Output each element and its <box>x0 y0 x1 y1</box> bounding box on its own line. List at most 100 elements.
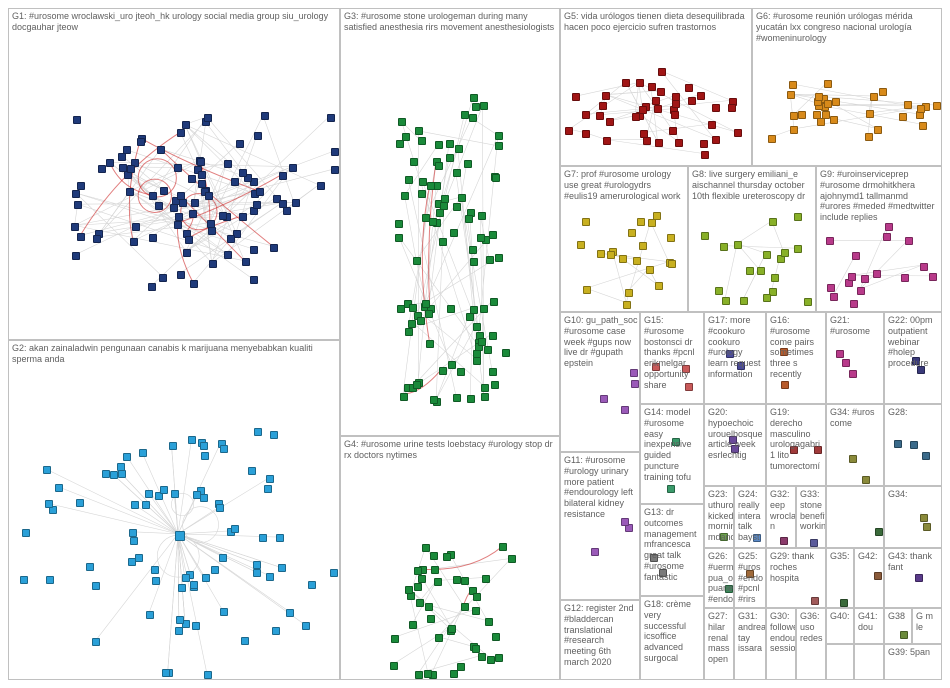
panel-edges <box>913 609 941 643</box>
graph-node <box>922 452 930 460</box>
graph-node <box>470 94 478 102</box>
graph-node <box>429 218 437 226</box>
graph-node <box>266 475 274 483</box>
graph-node <box>118 153 126 161</box>
graph-node <box>789 81 797 89</box>
graph-node <box>652 363 660 371</box>
graph-node <box>227 235 235 243</box>
group-panel-G33: G33: stone benefit workin <box>796 486 826 548</box>
graph-node <box>177 129 185 137</box>
graph-node <box>763 294 771 302</box>
graph-node <box>175 627 183 635</box>
graph-node <box>254 132 262 140</box>
graph-node <box>720 533 728 541</box>
graph-node <box>415 671 423 679</box>
panel-edges <box>885 549 941 607</box>
group-panel-G35: G35: <box>826 548 854 608</box>
panel-edges <box>855 645 883 679</box>
graph-node <box>667 485 675 493</box>
graph-node <box>398 118 406 126</box>
group-panel-G29: G29: thank roches hospita <box>766 548 826 608</box>
graph-node <box>302 622 310 630</box>
graph-node <box>480 102 488 110</box>
graph-node <box>470 258 478 266</box>
graph-node <box>457 368 465 376</box>
graph-node <box>178 584 186 592</box>
group-panel-G12: G12: register 2nd #bladdercan translatio… <box>560 600 640 680</box>
graph-node <box>712 136 720 144</box>
graph-node <box>188 436 196 444</box>
graph-node <box>139 449 147 457</box>
graph-node <box>873 270 881 278</box>
graph-node <box>481 393 489 401</box>
graph-node <box>492 633 500 641</box>
graph-node <box>862 476 870 484</box>
group-panel-G9: G9: #uroinserviceprep #urosome drmohitkh… <box>816 166 942 312</box>
graph-node <box>426 340 434 348</box>
graph-node <box>453 394 461 402</box>
graph-node <box>170 204 178 212</box>
graph-node <box>780 537 788 545</box>
graph-node <box>71 223 79 231</box>
graph-node <box>457 663 465 671</box>
graph-node <box>279 172 287 180</box>
graph-node <box>279 200 287 208</box>
graph-node <box>623 301 631 309</box>
group-panel-G10: G10: gu_path_soc #urosome case week #gup… <box>560 312 640 452</box>
graph-node <box>127 165 135 173</box>
graph-node <box>270 244 278 252</box>
graph-node <box>435 162 443 170</box>
graph-node <box>405 176 413 184</box>
graph-node <box>725 585 733 593</box>
graph-node <box>286 609 294 617</box>
graph-node <box>190 280 198 288</box>
graph-node <box>794 245 802 253</box>
graph-node <box>390 662 398 670</box>
graph-node <box>416 599 424 607</box>
graph-node <box>219 212 227 220</box>
graph-node <box>484 346 492 354</box>
graph-node <box>330 569 338 577</box>
graph-node <box>418 190 426 198</box>
graph-node <box>248 467 256 475</box>
graph-node <box>919 122 927 130</box>
graph-node <box>929 273 937 281</box>
graph-node <box>830 293 838 301</box>
graph-node <box>469 246 477 254</box>
graph-node <box>657 88 665 96</box>
graph-node <box>826 237 834 245</box>
graph-node <box>861 275 869 283</box>
graph-node <box>473 323 481 331</box>
graph-node <box>848 273 856 281</box>
graph-node <box>220 445 228 453</box>
graph-node <box>453 203 461 211</box>
graph-node <box>790 446 798 454</box>
group-panel-G25: G25: #uros #endo #pcnl #rirs <box>734 548 766 608</box>
graph-node <box>572 93 580 101</box>
graph-node <box>446 154 454 162</box>
graph-node <box>135 554 143 562</box>
graph-node <box>473 593 481 601</box>
graph-node <box>790 112 798 120</box>
graph-node <box>177 271 185 279</box>
graph-node <box>798 111 806 119</box>
graph-node <box>439 238 447 246</box>
graph-node <box>241 637 249 645</box>
graph-node <box>179 199 187 207</box>
graph-node <box>192 622 200 630</box>
graph-node <box>815 93 823 101</box>
graph-node <box>160 187 168 195</box>
graph-node <box>446 140 454 148</box>
graph-node <box>630 369 638 377</box>
graph-node <box>672 438 680 446</box>
graph-node <box>731 445 739 453</box>
graph-node <box>397 305 405 313</box>
graph-node <box>55 484 63 492</box>
graph-node <box>169 442 177 450</box>
panel-edges <box>817 167 941 311</box>
graph-node <box>45 500 53 508</box>
graph-node <box>211 566 219 574</box>
graph-node <box>495 654 503 662</box>
graph-node <box>655 282 663 290</box>
graph-node <box>726 350 734 358</box>
